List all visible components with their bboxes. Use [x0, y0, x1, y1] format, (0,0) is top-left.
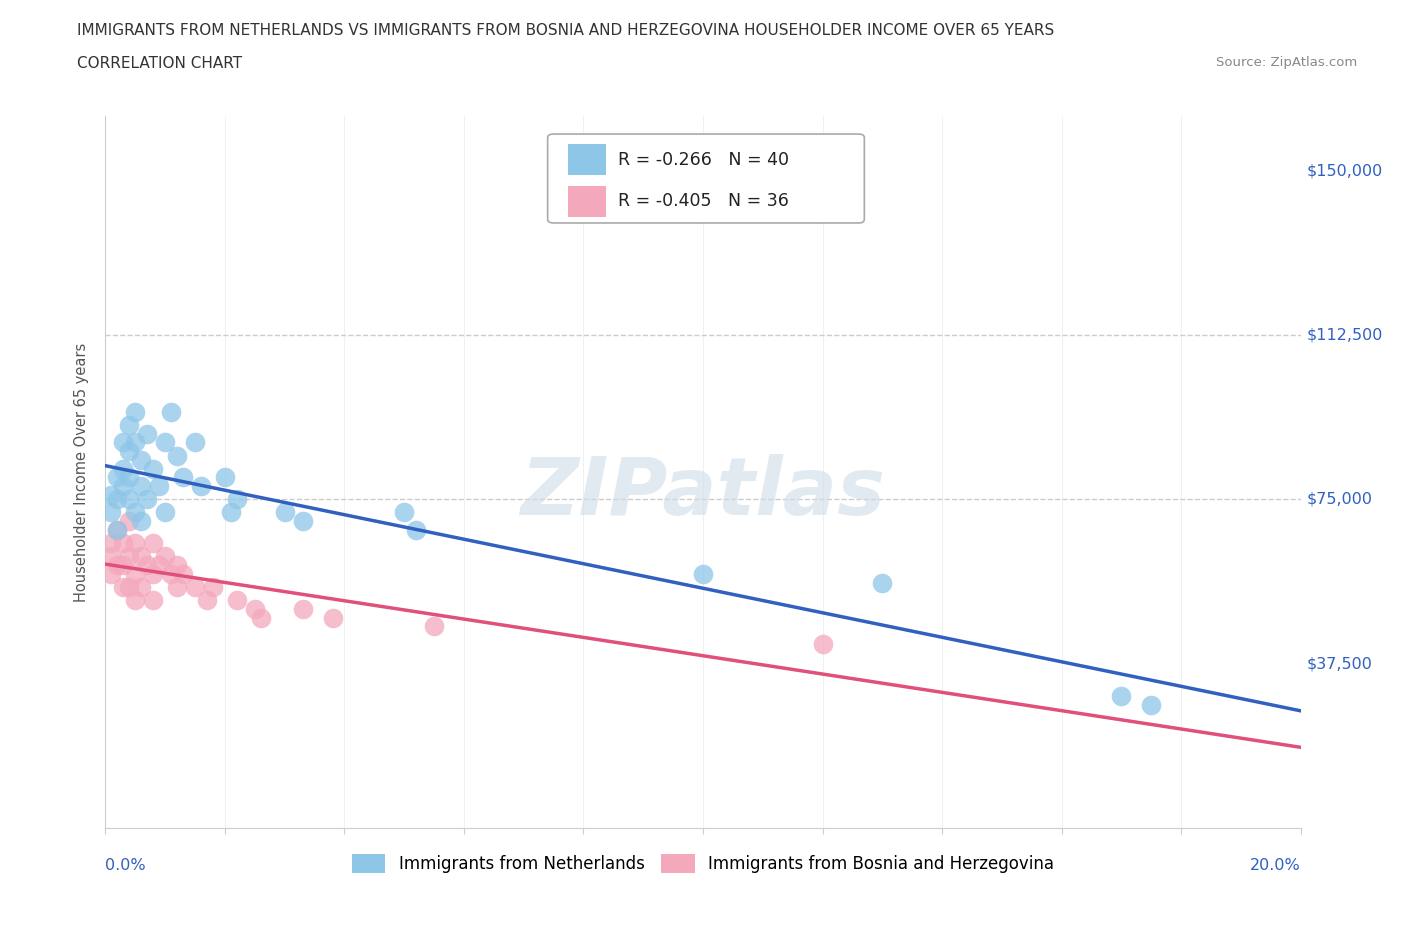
Text: ZIPatlas: ZIPatlas [520, 455, 886, 532]
Point [118, 444, 141, 458]
Point [107, 470, 129, 485]
Point [394, 505, 416, 520]
Point [155, 549, 177, 564]
Point [136, 426, 159, 441]
Text: 20.0%: 20.0% [1250, 858, 1301, 873]
Point [291, 513, 314, 528]
Point [112, 461, 135, 476]
Point [172, 470, 194, 485]
Point [166, 558, 188, 573]
Point [118, 470, 141, 485]
Point [107, 523, 129, 538]
Point [202, 579, 225, 594]
Point [811, 636, 834, 651]
Text: IMMIGRANTS FROM NETHERLANDS VS IMMIGRANTS FROM BOSNIA AND HERZEGOVINA HOUSEHOLDE: IMMIGRANTS FROM NETHERLANDS VS IMMIGRANT… [77, 23, 1054, 38]
Point [155, 435, 177, 450]
Point [112, 479, 135, 494]
Point [100, 487, 122, 502]
Point [1140, 698, 1163, 712]
Point [148, 558, 170, 573]
Point [225, 592, 249, 607]
Point [124, 505, 146, 520]
Point [155, 505, 177, 520]
Point [124, 536, 146, 551]
Point [129, 479, 153, 494]
Point [118, 549, 141, 564]
Point [129, 453, 153, 468]
FancyBboxPatch shape [547, 134, 865, 223]
Text: CORRELATION CHART: CORRELATION CHART [77, 56, 242, 71]
Text: $150,000: $150,000 [1306, 164, 1382, 179]
Point [107, 558, 129, 573]
Point [124, 592, 146, 607]
Point [243, 602, 266, 617]
Point [160, 566, 183, 581]
Text: Source: ZipAtlas.com: Source: ZipAtlas.com [1216, 56, 1357, 69]
Point [129, 549, 153, 564]
Point [118, 492, 141, 507]
Text: 0.0%: 0.0% [105, 858, 146, 873]
FancyBboxPatch shape [568, 186, 606, 217]
Point [321, 610, 344, 625]
Point [142, 461, 165, 476]
Point [112, 579, 135, 594]
Point [118, 513, 141, 528]
Point [107, 523, 129, 538]
Point [136, 558, 159, 573]
Point [250, 610, 273, 625]
Point [100, 566, 122, 581]
Point [423, 618, 446, 633]
Point [166, 579, 188, 594]
Point [142, 536, 165, 551]
Point [129, 579, 153, 594]
Point [100, 505, 122, 520]
Point [190, 479, 212, 494]
Point [112, 558, 135, 573]
Point [405, 523, 427, 538]
Point [124, 405, 146, 419]
Point [118, 418, 141, 432]
Text: R = -0.266   N = 40: R = -0.266 N = 40 [619, 151, 789, 168]
Point [118, 579, 141, 594]
Text: $112,500: $112,500 [1306, 327, 1384, 342]
Point [124, 566, 146, 581]
Text: $37,500: $37,500 [1306, 656, 1372, 671]
Point [129, 513, 153, 528]
Point [214, 470, 236, 485]
Point [692, 566, 714, 581]
Point [166, 448, 188, 463]
Point [107, 492, 129, 507]
Point [184, 579, 207, 594]
Point [219, 505, 242, 520]
Point [142, 592, 165, 607]
Point [273, 505, 295, 520]
Point [172, 566, 194, 581]
Point [1111, 689, 1133, 704]
FancyBboxPatch shape [568, 144, 606, 176]
Text: $75,000: $75,000 [1306, 492, 1372, 507]
Y-axis label: Householder Income Over 65 years: Householder Income Over 65 years [75, 342, 90, 602]
Point [112, 435, 135, 450]
Point [100, 549, 122, 564]
Point [195, 592, 218, 607]
Point [112, 536, 135, 551]
Point [872, 575, 894, 590]
Text: R = -0.405   N = 36: R = -0.405 N = 36 [619, 193, 789, 210]
Point [291, 602, 314, 617]
Point [184, 435, 207, 450]
Point [124, 435, 146, 450]
Point [148, 479, 170, 494]
Legend: Immigrants from Netherlands, Immigrants from Bosnia and Herzegovina: Immigrants from Netherlands, Immigrants … [346, 847, 1060, 880]
Point [136, 492, 159, 507]
Point [225, 492, 249, 507]
Point [142, 566, 165, 581]
Point [160, 405, 183, 419]
Point [100, 536, 122, 551]
